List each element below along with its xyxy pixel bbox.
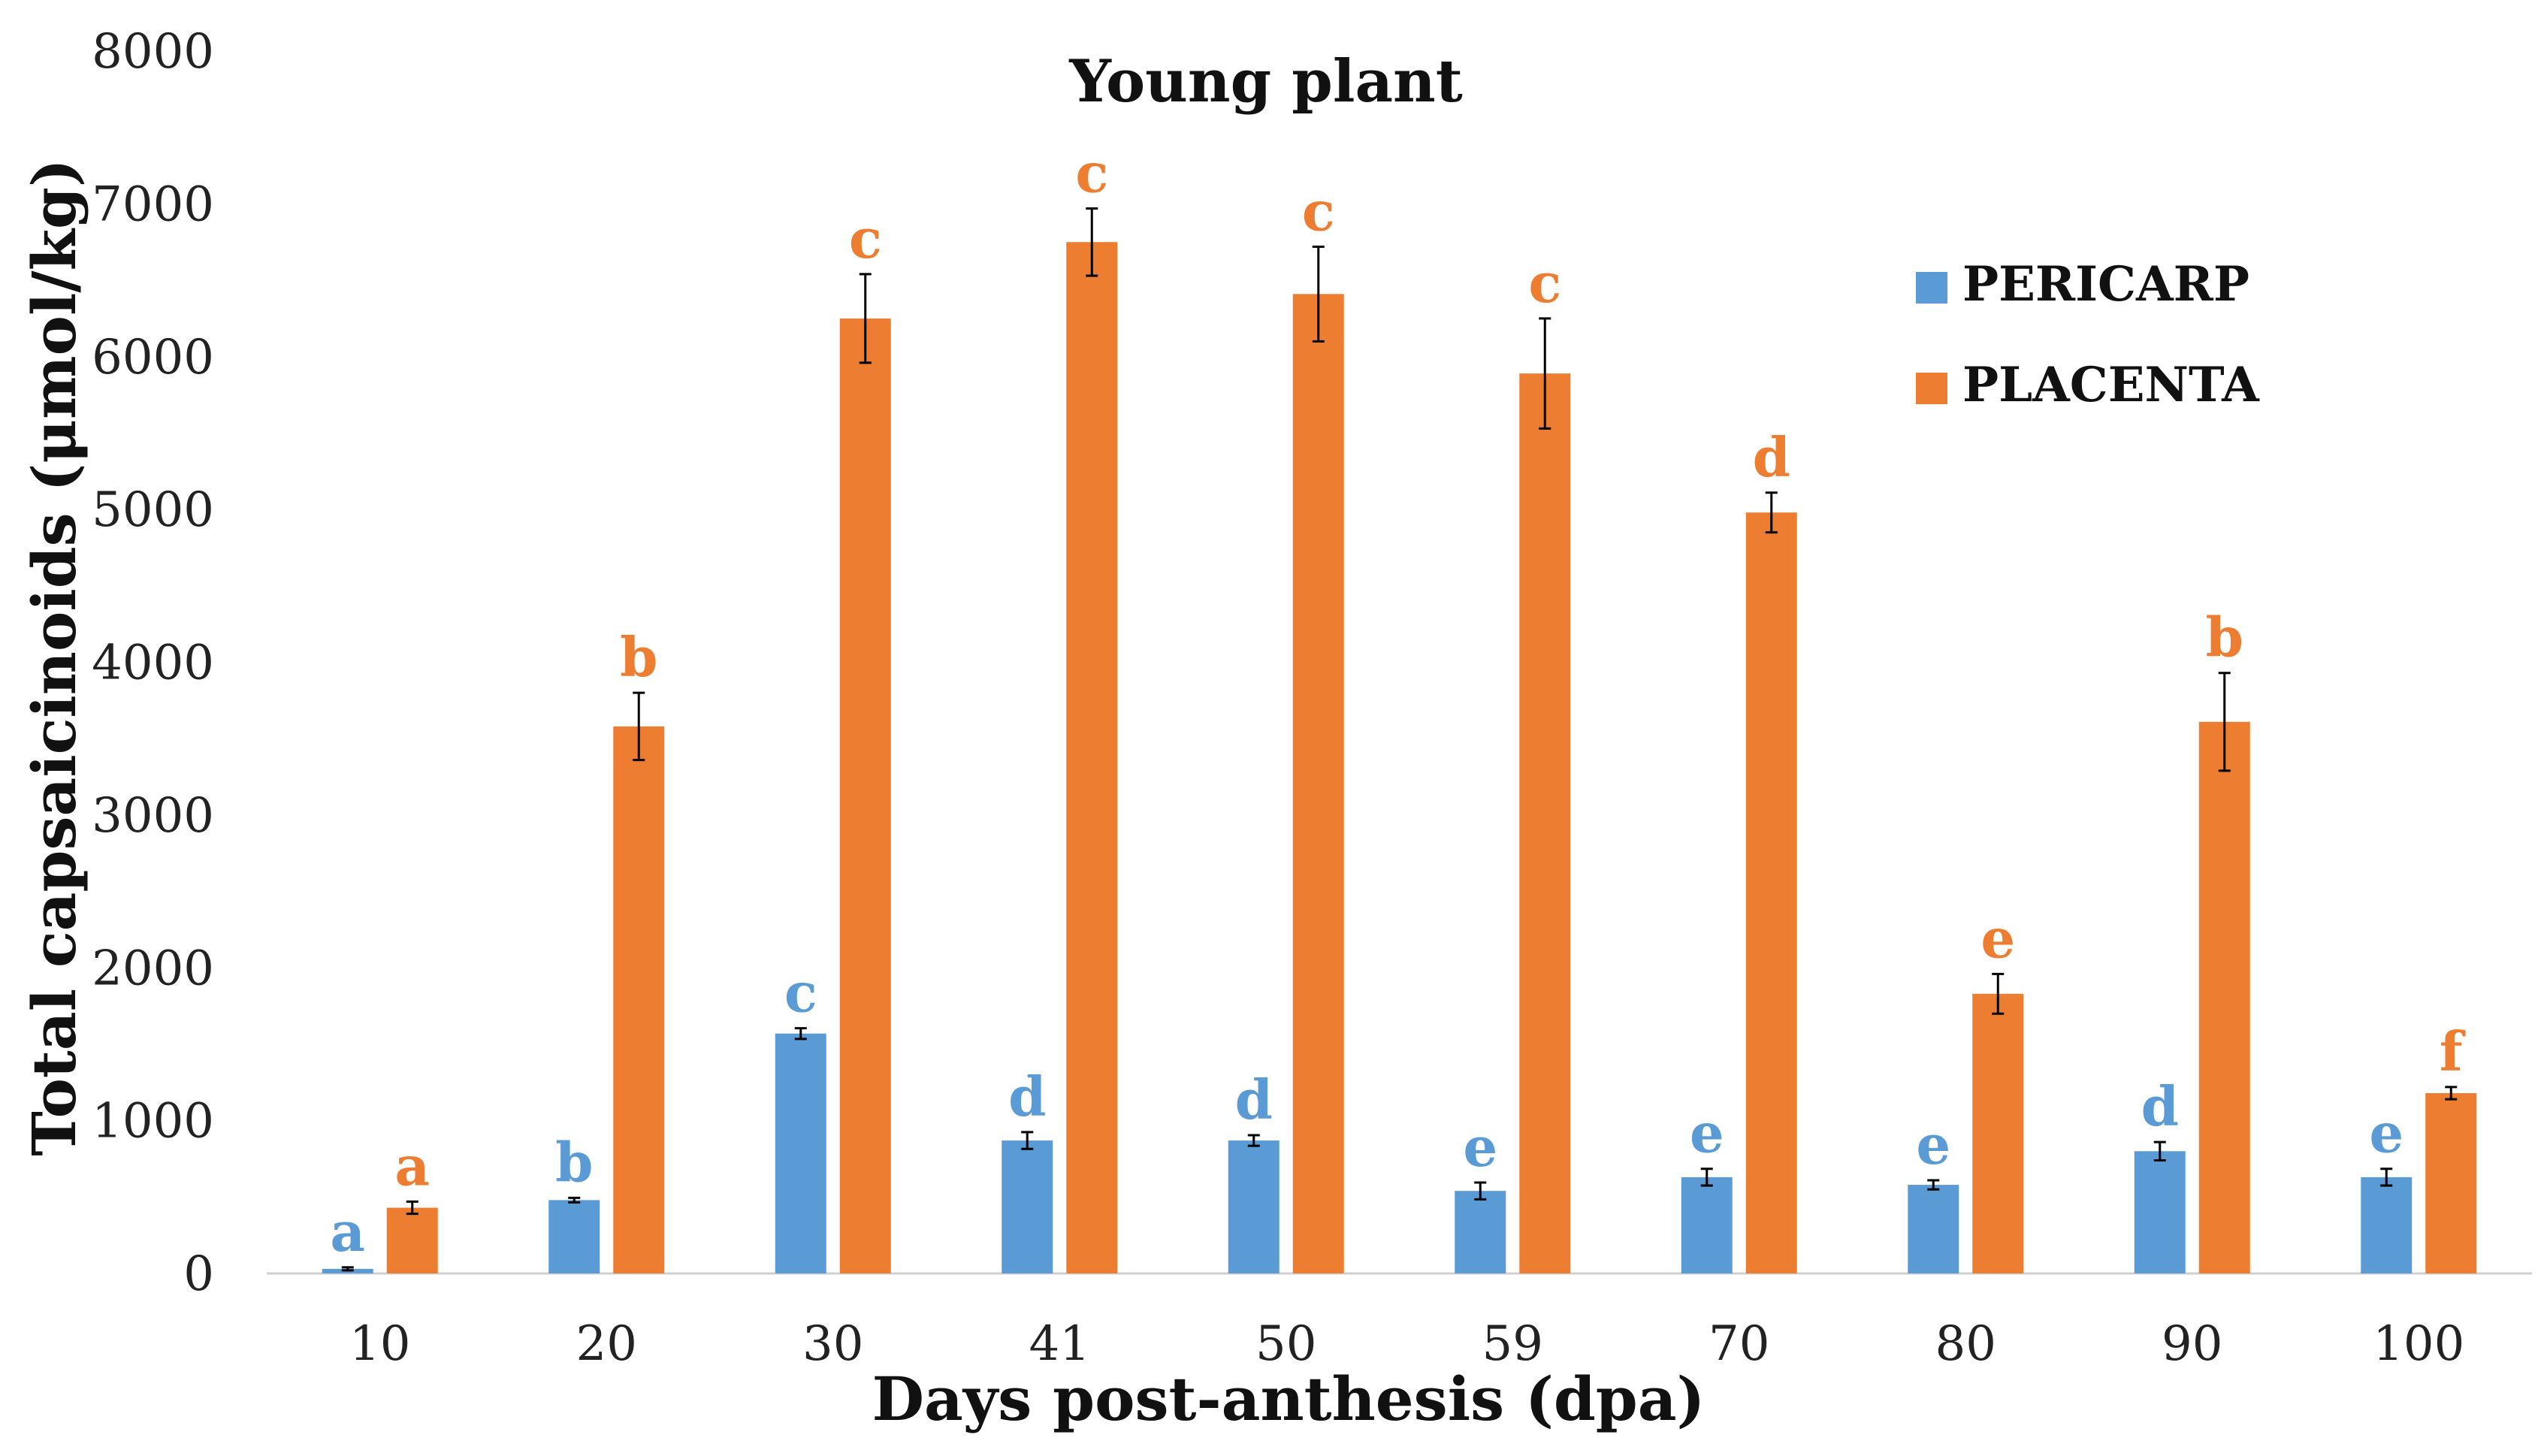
placenta-bar — [613, 726, 665, 1273]
placenta-bar — [1745, 512, 1797, 1273]
significance-letter: a — [394, 1134, 430, 1198]
pericarp-bar — [1228, 1140, 1280, 1273]
pericarp-bar — [2134, 1151, 2186, 1273]
y-tick-label: 8000 — [92, 24, 214, 80]
x-tick-label: 30 — [802, 1316, 863, 1372]
chart-title: Young plant — [1068, 47, 1463, 116]
significance-letter: d — [2141, 1074, 2179, 1138]
x-tick-label: 90 — [2162, 1316, 2222, 1372]
legend-swatch — [1916, 373, 1947, 404]
significance-letter: c — [1528, 251, 1561, 315]
significance-letter: d — [1235, 1068, 1273, 1131]
pericarp-bar — [2361, 1177, 2413, 1273]
placenta-bar — [1292, 294, 1344, 1274]
x-tick-label: 10 — [349, 1316, 410, 1372]
y-tick-label: 4000 — [92, 636, 214, 691]
significance-letter: c — [1075, 140, 1108, 204]
significance-letter: e — [1690, 1101, 1724, 1165]
y-tick-label: 5000 — [92, 482, 214, 538]
placenta-bar — [386, 1207, 438, 1273]
legend-swatch — [1916, 272, 1947, 304]
y-tick-label: 2000 — [92, 941, 214, 996]
pericarp-bar — [1455, 1191, 1506, 1273]
significance-letter: e — [1980, 906, 2015, 970]
significance-letter: e — [2369, 1101, 2403, 1165]
placenta-bar — [2425, 1093, 2477, 1273]
x-tick-label: 41 — [1029, 1316, 1090, 1372]
pericarp-bar — [1002, 1140, 1053, 1273]
significance-letter: b — [620, 625, 657, 689]
significance-letter: d — [1753, 425, 1790, 489]
bars — [322, 242, 2477, 1274]
legend-label: PERICARP — [1962, 256, 2249, 313]
x-tick-label: 50 — [1255, 1316, 1316, 1372]
pericarp-bar — [1908, 1185, 1959, 1273]
significance-letter: d — [1008, 1065, 1046, 1128]
x-tick-label: 20 — [576, 1316, 637, 1372]
significance-letter: f — [2440, 1020, 2466, 1083]
placenta-bar — [1519, 373, 1571, 1274]
significance-letter: a — [330, 1200, 365, 1264]
significance-letter: b — [2206, 606, 2243, 669]
pericarp-bar — [775, 1033, 826, 1273]
significance-letter: b — [555, 1130, 593, 1194]
y-tick-label: 0 — [183, 1246, 214, 1302]
placenta-bar — [2198, 721, 2250, 1273]
placenta-bar — [1972, 993, 2024, 1273]
x-tick-label: 80 — [1935, 1316, 1996, 1372]
pericarp-bar — [1681, 1177, 1733, 1273]
legend: PERICARP PLACENTA — [1916, 256, 2260, 413]
x-tick-label: 100 — [2373, 1316, 2464, 1372]
significance-letter: e — [1463, 1115, 1497, 1179]
y-tick-label: 3000 — [92, 788, 214, 844]
x-axis-ticks: 10 20 30 41 50 59 70 80 90 100 — [349, 1316, 2464, 1372]
significance-letter: c — [1302, 179, 1335, 243]
x-axis-title: Days post-anthesis (dpa) — [872, 1364, 1706, 1434]
y-axis-ticks: 0 1000 2000 3000 4000 5000 6000 7000 8000 — [92, 24, 214, 1302]
significance-letters: a b c d d e e e d e a b c c c c d e b f — [330, 140, 2465, 1263]
x-tick-label: 70 — [1709, 1316, 1769, 1372]
placenta-bar — [839, 318, 891, 1273]
y-axis-title: Total capsaicinoids (μmol/kg) — [19, 159, 89, 1156]
x-tick-label: 59 — [1482, 1316, 1543, 1372]
significance-letter: c — [784, 961, 817, 1025]
significance-letter: c — [849, 207, 882, 270]
legend-label: PLACENTA — [1962, 357, 2260, 413]
error-bars — [341, 207, 2458, 1272]
significance-letter: e — [1916, 1113, 1950, 1177]
y-tick-label: 6000 — [92, 330, 214, 385]
y-tick-label: 7000 — [92, 177, 214, 232]
placenta-bar — [1066, 242, 1118, 1273]
y-tick-label: 1000 — [92, 1094, 214, 1149]
pericarp-bar — [548, 1200, 600, 1273]
